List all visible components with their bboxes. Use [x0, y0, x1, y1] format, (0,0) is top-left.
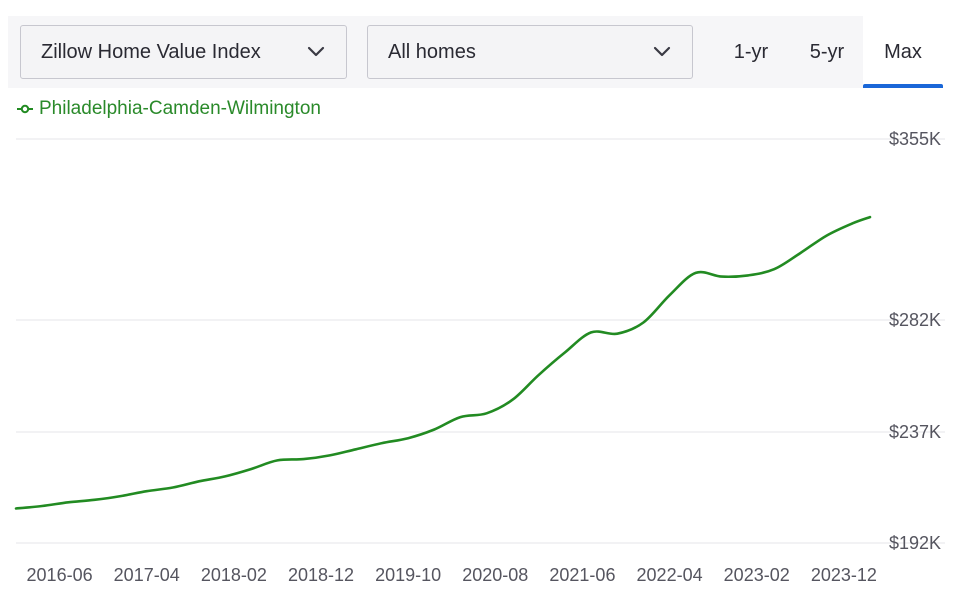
chevron-down-icon	[306, 45, 326, 59]
home-type-dropdown-label: All homes	[388, 40, 476, 63]
tab-max-label: Max	[884, 40, 922, 63]
series-line-philadelphia-camden-wilmington[interactable]	[14, 215, 872, 510]
tab-1-yr[interactable]: 1-yr	[733, 40, 769, 63]
data-point[interactable]	[431, 427, 437, 433]
data-point[interactable]	[405, 435, 411, 441]
data-point[interactable]	[222, 473, 228, 479]
data-point[interactable]	[510, 397, 516, 403]
data-point[interactable]	[588, 329, 594, 335]
chart-controls: Zillow Home Value Index All homes 1-yr 5…	[0, 16, 970, 88]
tab-5-yr[interactable]: 5-yr	[809, 40, 845, 63]
data-point[interactable]	[745, 272, 751, 278]
data-point[interactable]	[867, 214, 873, 220]
metric-dropdown[interactable]: Zillow Home Value Index	[20, 25, 347, 79]
data-point[interactable]	[771, 266, 777, 272]
y-tick-label: $192K	[889, 533, 941, 553]
x-tick-label: 2016-06	[27, 565, 93, 585]
x-tick-label: 2023-12	[811, 565, 877, 585]
x-tick-label: 2018-02	[201, 565, 267, 585]
x-tick-label: 2018-12	[288, 565, 354, 585]
data-point[interactable]	[719, 274, 725, 280]
active-tab-indicator	[863, 84, 943, 88]
data-point[interactable]	[693, 270, 699, 276]
data-point[interactable]	[823, 233, 829, 239]
data-point[interactable]	[640, 320, 646, 326]
data-point[interactable]	[274, 457, 280, 463]
x-tick-label: 2020-08	[462, 565, 528, 585]
data-point[interactable]	[484, 410, 490, 416]
data-point[interactable]	[39, 503, 45, 509]
home-type-dropdown[interactable]: All homes	[367, 25, 693, 79]
data-point[interactable]	[614, 331, 620, 337]
data-point[interactable]	[248, 466, 254, 472]
data-point[interactable]	[562, 349, 568, 355]
legend-series-name: Philadelphia-Camden-Wilmington	[39, 98, 321, 119]
metric-dropdown-label: Zillow Home Value Index	[41, 40, 261, 63]
data-point[interactable]	[850, 220, 856, 226]
x-tick-label: 2021-06	[549, 565, 615, 585]
data-point[interactable]	[536, 372, 542, 378]
tab-max[interactable]: Max	[863, 16, 943, 88]
x-tick-label: 2023-02	[724, 565, 790, 585]
line-marker-icon	[16, 103, 34, 115]
data-point[interactable]	[301, 456, 307, 462]
data-point[interactable]	[797, 250, 803, 256]
chevron-down-icon	[652, 45, 672, 59]
x-tick-label: 2022-04	[637, 565, 703, 585]
chart-legend[interactable]: Philadelphia-Camden-Wilmington	[16, 96, 321, 122]
data-point[interactable]	[353, 446, 359, 452]
data-point[interactable]	[196, 478, 202, 484]
data-point[interactable]	[65, 499, 71, 505]
data-point[interactable]	[13, 506, 19, 512]
data-point[interactable]	[667, 292, 673, 298]
data-point[interactable]	[91, 497, 97, 503]
data-point[interactable]	[457, 414, 463, 420]
data-point[interactable]	[327, 452, 333, 458]
y-tick-label: $282K	[889, 310, 941, 330]
y-tick-label: $237K	[889, 422, 941, 442]
y-tick-label: $355K	[889, 129, 941, 149]
x-tick-label: 2019-10	[375, 565, 441, 585]
x-tick-label: 2017-04	[114, 565, 180, 585]
data-point[interactable]	[144, 488, 150, 494]
data-point[interactable]	[379, 440, 385, 446]
data-point[interactable]	[118, 493, 124, 499]
data-point[interactable]	[170, 485, 176, 491]
